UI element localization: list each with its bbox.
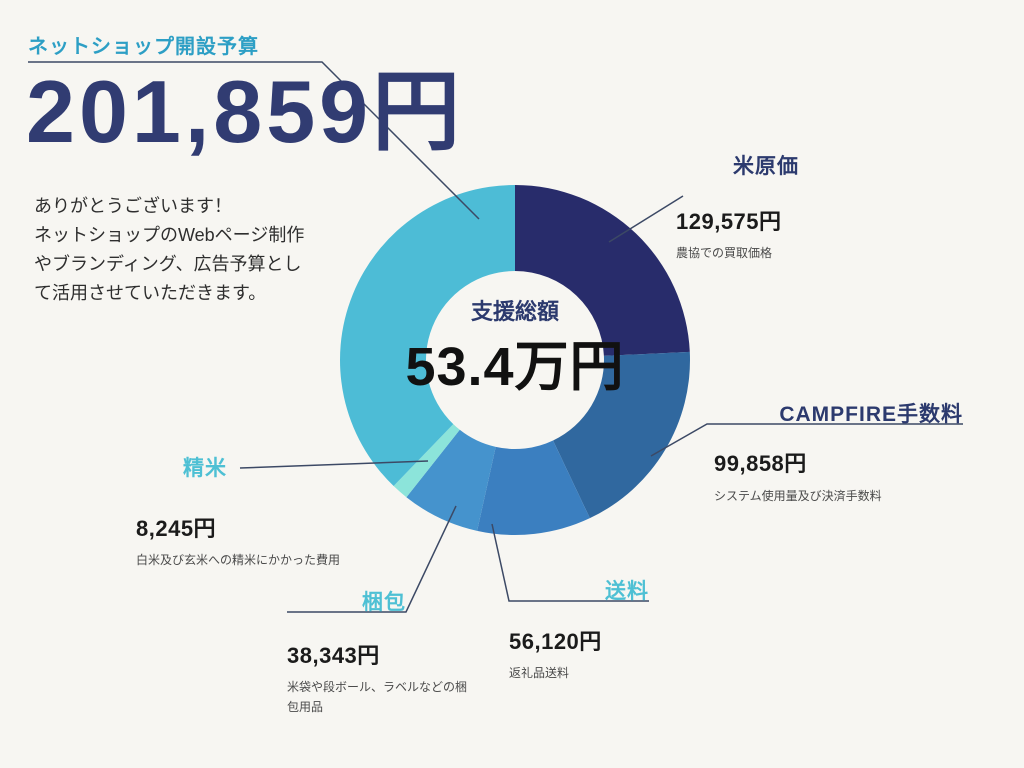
thanks-line: ありがとうございます！ xyxy=(34,196,232,216)
leader-line-campfire-fee xyxy=(650,423,963,457)
segment-desc-packing: 米袋や段ボール、ラベルなどの梱包用品 xyxy=(287,680,468,715)
leader-line-polishing xyxy=(239,460,429,469)
thanks-message: ありがとうございます！ ネットショップのWebページ制作 やブランディング、広告… xyxy=(34,192,304,308)
segment-label-polishing: 精米 xyxy=(183,457,227,480)
thanks-line: ネットショップのWebページ制作 xyxy=(34,225,305,245)
segment-callout-shipping: 送料 56,120円 返礼品送料 xyxy=(509,575,649,683)
segment-amount-packing: 38,343円 xyxy=(287,643,380,668)
leader-line-rice-cost xyxy=(608,195,684,243)
leader-line-shipping xyxy=(491,523,649,602)
donut-segment-packing xyxy=(406,429,496,531)
segment-label-rice-cost: 米原価 xyxy=(733,155,799,178)
segment-callout-packing: 梱包 38,343円 米袋や段ボール、ラベルなどの梱包用品 xyxy=(287,586,472,718)
segment-desc-rice-cost: 農協での買取価格 xyxy=(676,246,773,260)
donut-segment-shop-budget xyxy=(340,185,515,487)
thanks-line: やブランディング、広告予算とし xyxy=(34,254,302,274)
segment-callout-polishing: 精米 8,245円 白米及び玄米への精米にかかった費用 xyxy=(136,452,396,570)
leader-lines xyxy=(28,61,963,613)
headline-amount: 201,859円 xyxy=(26,62,465,161)
donut-segment-shipping xyxy=(477,440,590,536)
thanks-line: て活用させていただきます。 xyxy=(34,283,267,303)
segment-amount-campfire-fee: 99,858円 xyxy=(714,451,807,476)
donut-center-label: 支援総額 xyxy=(470,299,559,324)
segment-amount-shipping: 56,120円 xyxy=(509,629,602,654)
donut-segment-campfire-fee xyxy=(553,351,690,519)
segment-desc-campfire-fee: システム使用量及び決済手数料 xyxy=(714,489,882,503)
donut-segment-rice-cost xyxy=(515,185,690,356)
segment-amount-polishing: 8,245円 xyxy=(136,516,217,541)
segment-label-packing: 梱包 xyxy=(362,591,406,614)
segment-callout-rice-cost: 米原価 129,575円 農協での買取価格 xyxy=(676,150,976,263)
segment-callout-campfire-fee: CAMPFIRE手数料 99,858円 システム使用量及び決済手数料 xyxy=(705,398,963,506)
segment-label-shipping: 送料 xyxy=(605,580,649,603)
leader-line-shop-budget xyxy=(28,61,480,220)
donut-center-value: 53.4万円 xyxy=(405,337,625,397)
segment-desc-polishing: 白米及び玄米への精米にかかった費用 xyxy=(136,553,341,567)
segment-amount-rice-cost: 129,575円 xyxy=(676,209,782,234)
segment-desc-shipping: 返礼品送料 xyxy=(509,666,570,680)
headline-label: ネットショップ開設予算 xyxy=(28,36,259,58)
segment-label-campfire-fee: CAMPFIRE手数料 xyxy=(779,403,963,426)
leader-line-packing xyxy=(287,505,457,613)
